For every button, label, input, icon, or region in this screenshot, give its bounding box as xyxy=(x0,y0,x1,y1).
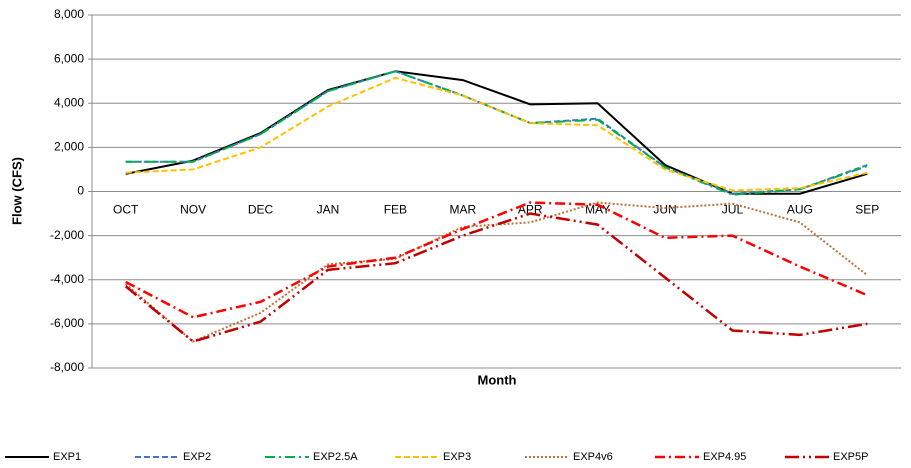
line-series xyxy=(125,201,868,319)
y-tick-label: 8,000 xyxy=(54,7,84,21)
x-tick-label: JUN xyxy=(653,203,676,217)
x-tick-label: MAR xyxy=(449,203,476,217)
y-tick-label: 6,000 xyxy=(54,51,84,65)
legend-label: EXP1 xyxy=(53,451,81,463)
y-tick-label: 2,000 xyxy=(54,140,84,154)
line-series xyxy=(124,212,868,343)
legend-label: EXP4.95 xyxy=(703,451,746,463)
y-axis-title: Flow (CFS) xyxy=(9,157,24,225)
x-tick-label: OCT xyxy=(113,203,139,217)
line-series xyxy=(125,76,868,192)
x-tick-label: JAN xyxy=(317,203,340,217)
legend-label: EXP5P xyxy=(833,451,868,463)
y-tick-label: -4,000 xyxy=(50,272,84,286)
x-tick-label: FEB xyxy=(384,203,407,217)
x-axis-title: Month xyxy=(478,372,517,387)
line-series xyxy=(125,201,868,343)
x-tick-label: AUG xyxy=(787,203,813,217)
line-series xyxy=(125,70,868,195)
x-tick-label: SEP xyxy=(855,203,879,217)
legend-label: EXP3 xyxy=(443,451,471,463)
x-tick-label: NOV xyxy=(180,203,206,217)
legend-label: EXP4v6 xyxy=(573,451,613,463)
line-series xyxy=(125,70,868,196)
y-tick-label: -6,000 xyxy=(50,316,84,330)
legend-label: EXP2 xyxy=(183,451,211,463)
y-tick-label: -2,000 xyxy=(50,228,84,242)
x-tick-label: DEC xyxy=(248,203,274,217)
y-tick-label: 4,000 xyxy=(54,95,84,109)
x-tick-label: MAY xyxy=(585,203,610,217)
line-series xyxy=(125,70,868,195)
y-tick-label: -8,000 xyxy=(50,360,84,374)
legend-label: EXP2.5A xyxy=(313,451,358,463)
y-tick-label: 0 xyxy=(77,184,84,198)
x-tick-label: JUL xyxy=(722,203,744,217)
